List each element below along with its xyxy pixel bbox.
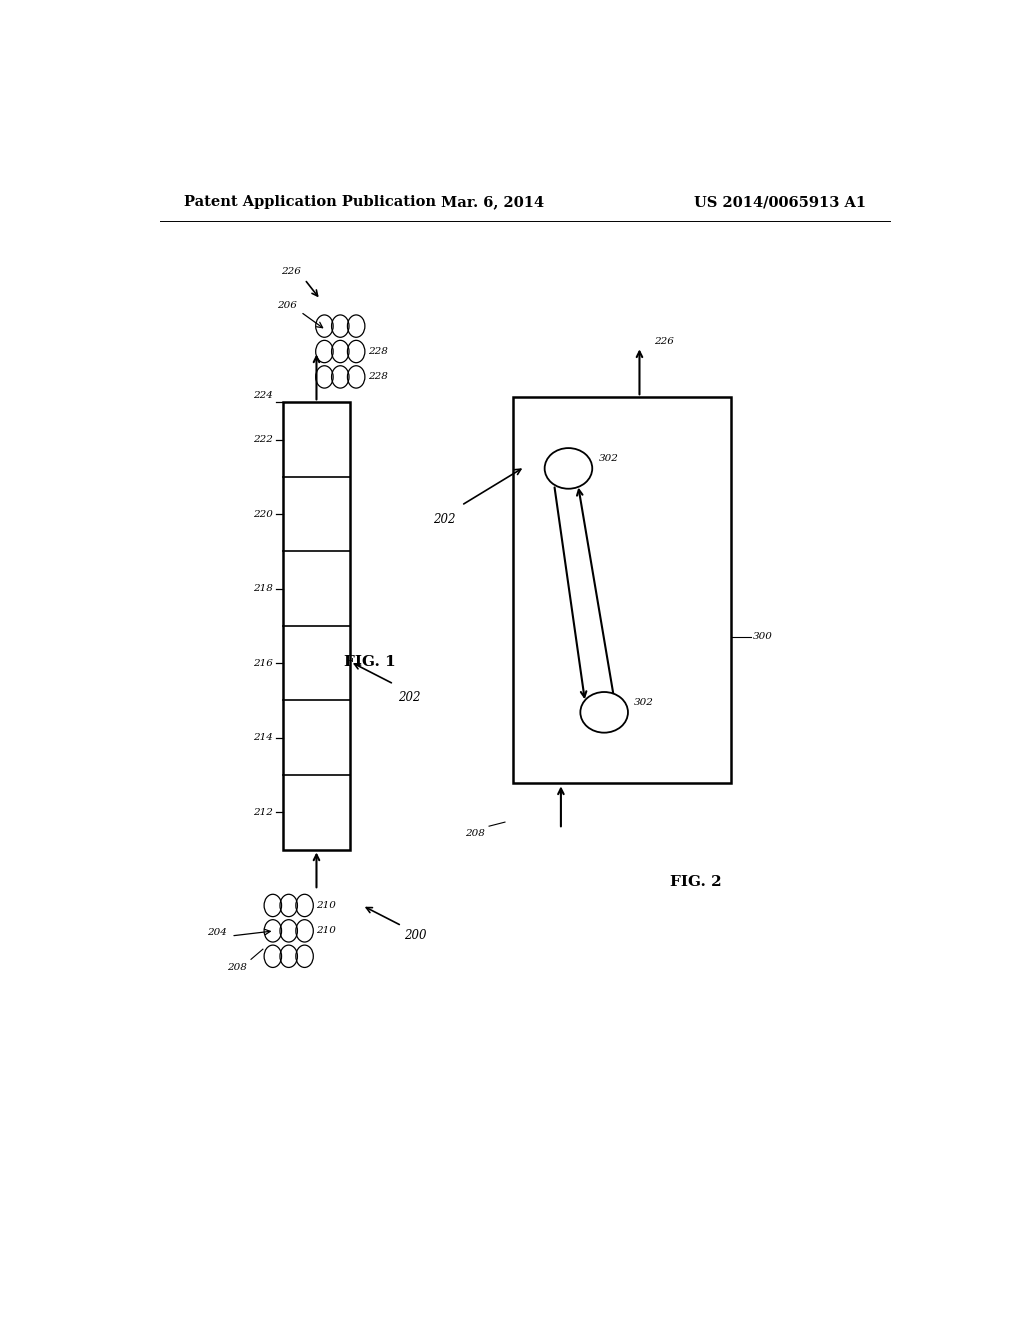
Text: 214: 214	[253, 733, 273, 742]
Text: 216: 216	[253, 659, 273, 668]
Text: 202: 202	[397, 690, 420, 704]
Text: Patent Application Publication: Patent Application Publication	[183, 195, 435, 209]
Bar	[283, 403, 350, 850]
Text: 208: 208	[465, 829, 485, 838]
Text: 210: 210	[316, 927, 336, 936]
Text: Mar. 6, 2014: Mar. 6, 2014	[441, 195, 545, 209]
Text: 200: 200	[404, 929, 427, 942]
Text: 300: 300	[754, 632, 773, 642]
Text: 222: 222	[253, 436, 273, 444]
Text: 202: 202	[433, 513, 456, 527]
Text: 218: 218	[253, 585, 273, 593]
Text: 228: 228	[368, 347, 388, 356]
Text: 302: 302	[599, 454, 618, 463]
Text: 302: 302	[634, 698, 654, 708]
Text: US 2014/0065913 A1: US 2014/0065913 A1	[694, 195, 866, 209]
Text: 228: 228	[368, 372, 388, 381]
Text: 212: 212	[253, 808, 273, 817]
Text: 204: 204	[207, 928, 227, 937]
Ellipse shape	[545, 447, 592, 488]
Text: 226: 226	[653, 337, 674, 346]
Ellipse shape	[581, 692, 628, 733]
Text: 206: 206	[276, 301, 297, 310]
Text: FIG. 1: FIG. 1	[344, 655, 396, 668]
Text: 226: 226	[281, 268, 301, 276]
Text: 208: 208	[227, 964, 247, 973]
Text: FIG. 2: FIG. 2	[670, 875, 721, 890]
Bar	[513, 397, 731, 784]
Text: 220: 220	[253, 510, 273, 519]
Text: 224: 224	[253, 391, 273, 400]
Text: 210: 210	[316, 902, 336, 909]
